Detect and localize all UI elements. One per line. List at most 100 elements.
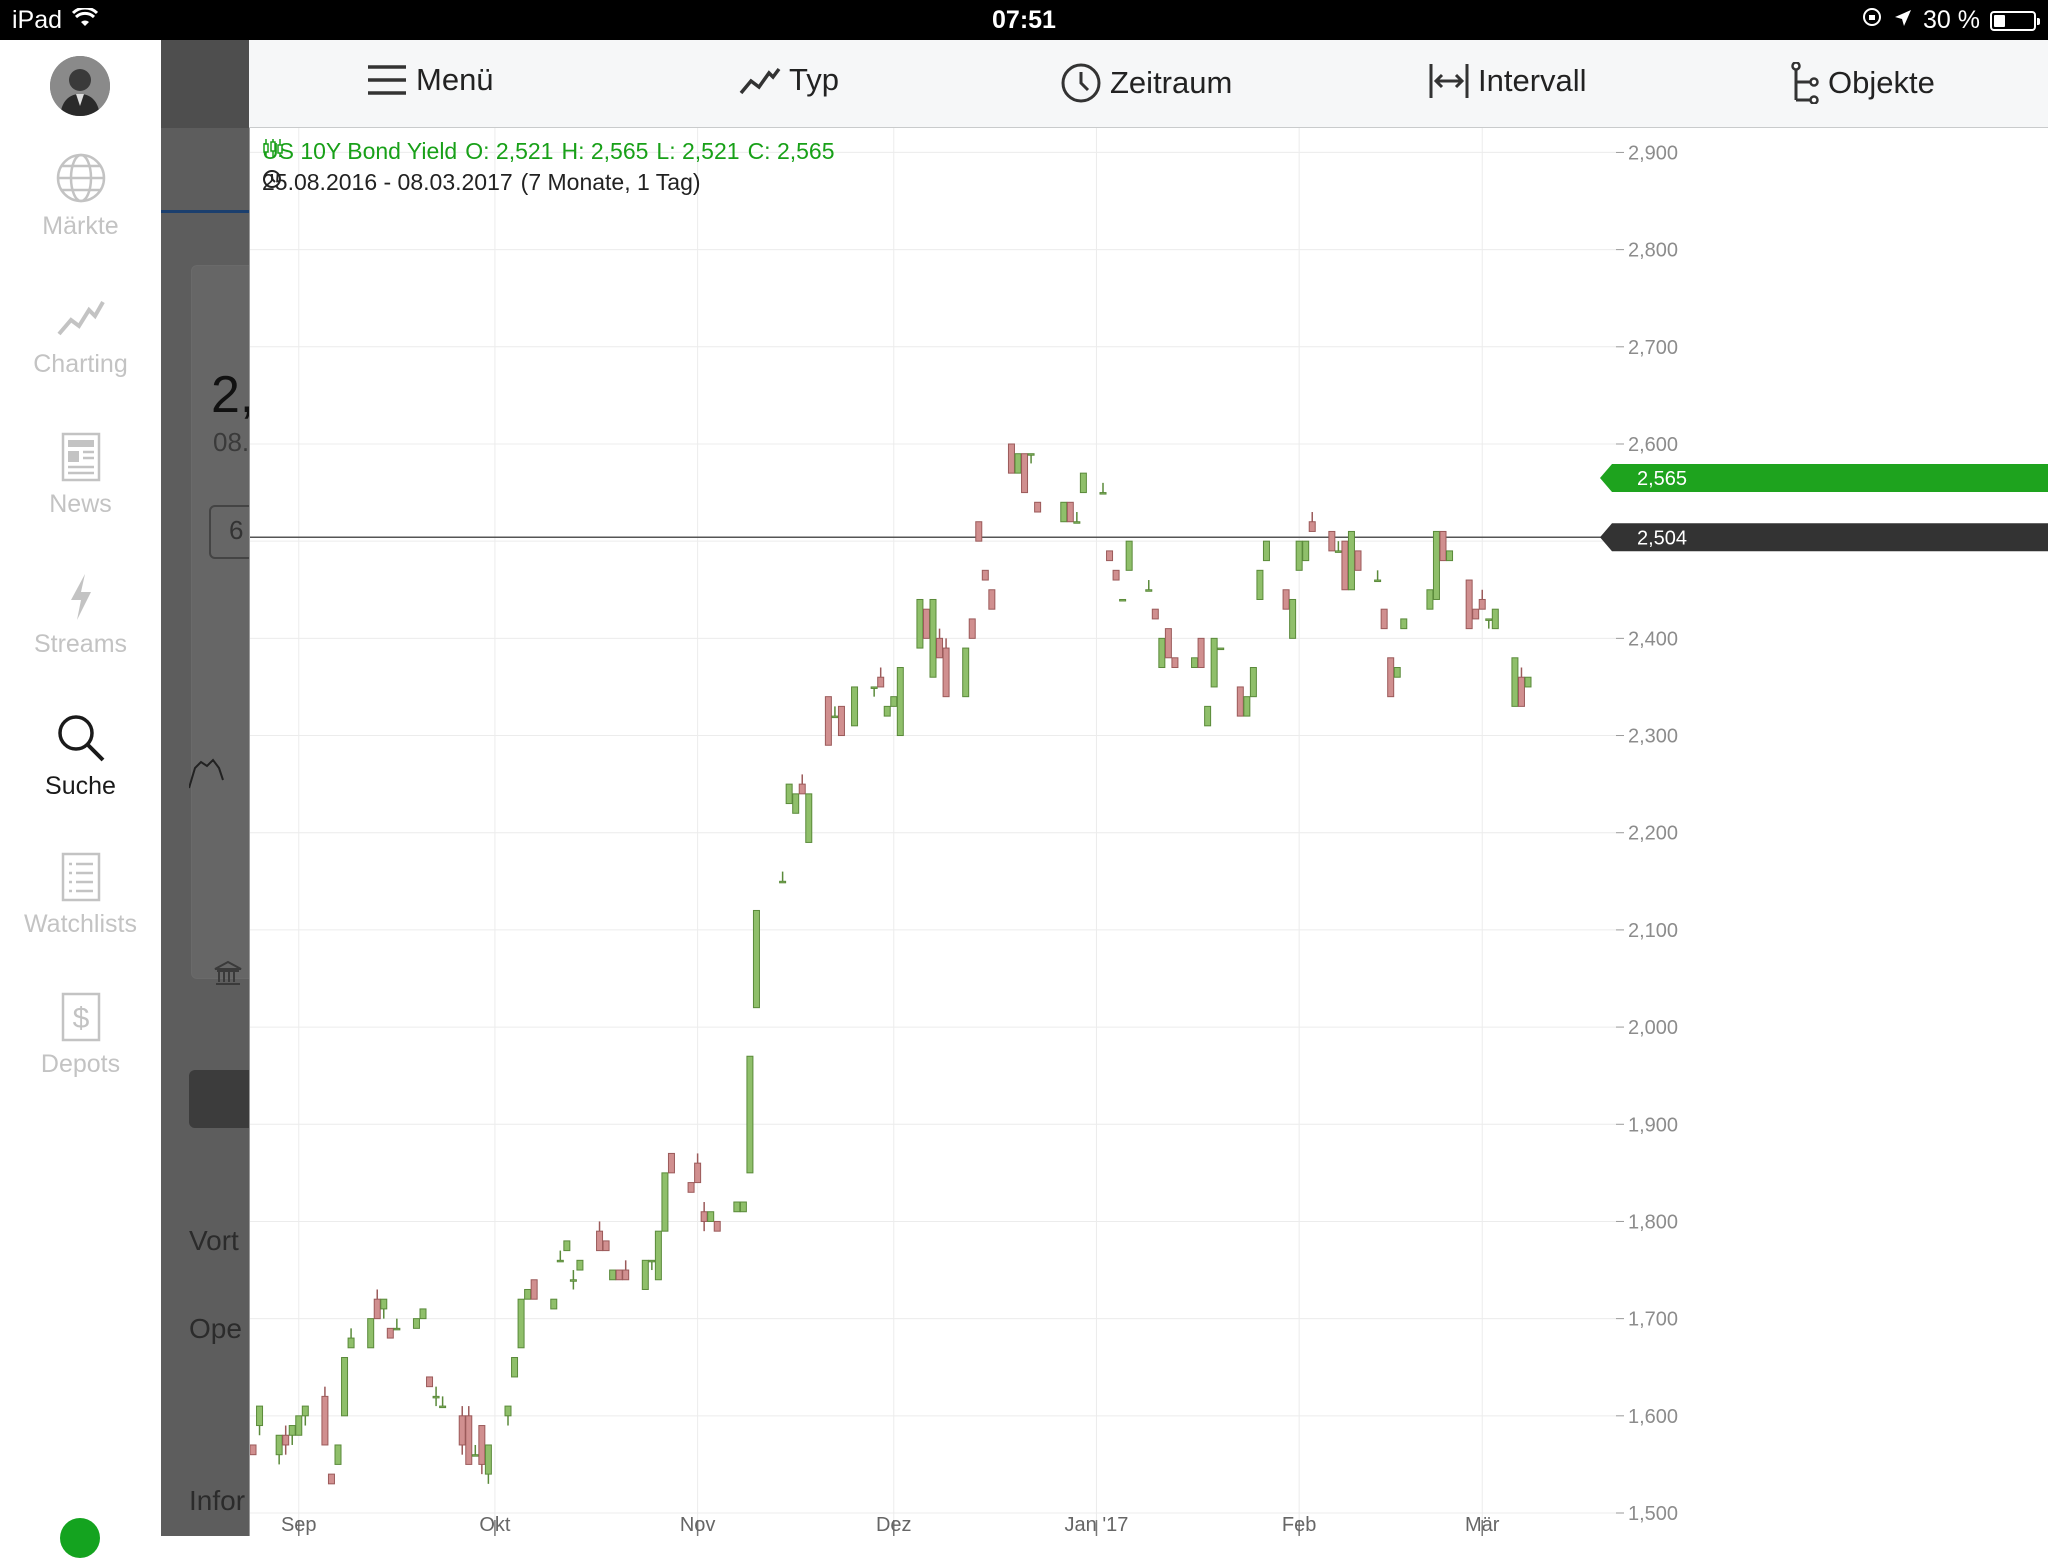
candle-body: [530, 1279, 538, 1300]
candle-body: [752, 909, 760, 1009]
sidebar-item-streams[interactable]: Streams: [0, 572, 161, 659]
candle-body: [1393, 667, 1401, 678]
lightning-icon: [70, 574, 91, 620]
candle-body: [1236, 686, 1244, 717]
candle-body: [1354, 550, 1362, 571]
ohlc-close: C: 2,565: [747, 138, 835, 164]
menu-label: Menü: [416, 62, 494, 97]
menu-button[interactable]: Menü: [366, 62, 494, 98]
candle: [412, 1318, 420, 1329]
candle-body: [596, 1230, 604, 1252]
sidebar-item-depots[interactable]: $ Depots: [0, 992, 161, 1079]
clock-icon: [263, 170, 281, 188]
candle: [1446, 550, 1454, 562]
sidebar-item-markets[interactable]: Märkte: [0, 152, 161, 241]
candle: [1249, 667, 1257, 698]
candlestick-chart[interactable]: 1,500 1,600 1,700 1,800 1,900 2,000 2,100 2,200…: [250, 128, 2048, 1536]
candle: [1197, 637, 1205, 669]
candle-body: [321, 1395, 329, 1446]
battery-percent: 30 %: [1923, 6, 1980, 34]
x-tick-label: Jan '17: [1065, 1514, 1129, 1536]
candle: [798, 774, 806, 795]
candle-body: [419, 1308, 427, 1320]
location-icon: [1893, 6, 1913, 35]
candle-body: [347, 1337, 355, 1349]
candle: [1164, 628, 1172, 659]
period-button[interactable]: Zeitraum: [1060, 62, 1232, 104]
background-detail-panel: 2, 08. 6 Vort Ope Infor N: [161, 40, 249, 1536]
candle-body: [615, 1269, 623, 1281]
candle-body: [1432, 530, 1440, 600]
candle-body: [504, 1405, 512, 1417]
candle-body: [1465, 579, 1473, 630]
candle: [922, 608, 930, 639]
candle: [393, 1318, 401, 1331]
candle-body: [1328, 530, 1336, 552]
y-tick-label: 2,800: [1628, 240, 1678, 262]
candle-body: [327, 1473, 335, 1485]
candle-body: [988, 589, 996, 610]
candle: [511, 1357, 519, 1378]
candle: [1256, 569, 1264, 600]
candle-body: [916, 598, 924, 649]
candle: [596, 1221, 604, 1252]
candle: [752, 909, 760, 1009]
candle: [347, 1328, 355, 1349]
candle-body: [654, 1230, 662, 1281]
candle-body: [282, 1434, 290, 1446]
candle: [1021, 453, 1029, 494]
sidebar-item-charting[interactable]: Charting: [0, 292, 161, 379]
bank-icon: [214, 960, 242, 985]
candle: [1380, 608, 1388, 630]
sidebar-item-watchlists[interactable]: Watchlists: [0, 852, 161, 939]
sidebar-item-news[interactable]: News: [0, 432, 161, 519]
y-tick-label: 2,300: [1628, 726, 1678, 748]
candle: [785, 783, 793, 805]
candle: [981, 569, 989, 581]
candle-body: [1060, 501, 1068, 523]
candle-body: [975, 521, 983, 542]
candle-body: [373, 1298, 381, 1320]
background-date: 08.: [213, 427, 249, 457]
candle-body: [1524, 676, 1532, 688]
sidebar-item-search[interactable]: Suche: [0, 712, 161, 801]
avatar[interactable]: [50, 56, 110, 116]
objects-button[interactable]: Objekte: [1790, 62, 1935, 104]
interval-label: Intervall: [1478, 63, 1587, 98]
candle: [962, 647, 970, 698]
candle-body: [733, 1201, 741, 1213]
candle: [1341, 540, 1349, 591]
candle-body: [275, 1434, 283, 1456]
background-label: Infor: [189, 1485, 246, 1516]
candle-body: [511, 1357, 519, 1378]
candle: [1236, 686, 1244, 717]
candle: [870, 686, 878, 697]
candle-body: [981, 569, 989, 581]
candle: [1400, 618, 1408, 630]
candle-body: [1334, 550, 1342, 553]
candle: [478, 1425, 486, 1475]
candle-body: [785, 783, 793, 805]
candle: [1106, 550, 1114, 562]
candle: [707, 1211, 715, 1222]
candle-body: [1112, 569, 1120, 581]
reference-price-badge-label: 2,504: [1637, 527, 1687, 549]
candle: [524, 1288, 532, 1300]
sidebar-item-label: News: [49, 490, 112, 518]
list-icon: [61, 852, 100, 902]
price-chart[interactable]: 1,500 1,600 1,700 1,800 1,900 2,000 2,100 2,200…: [249, 128, 2048, 1536]
candle: [968, 618, 976, 639]
candle-body: [837, 705, 845, 737]
candle: [916, 598, 924, 649]
candle-body: [301, 1405, 309, 1417]
candle-body: [798, 783, 806, 795]
candle: [1282, 589, 1290, 610]
interval-button[interactable]: Intervall: [1428, 62, 1587, 100]
candle: [256, 1405, 264, 1436]
type-button[interactable]: Typ: [739, 62, 839, 98]
candle-body: [563, 1240, 571, 1252]
candle-body: [1249, 667, 1257, 698]
candle: [334, 1444, 342, 1465]
search-icon: [57, 715, 104, 762]
sidebar-item-label: Watchlists: [24, 910, 137, 938]
